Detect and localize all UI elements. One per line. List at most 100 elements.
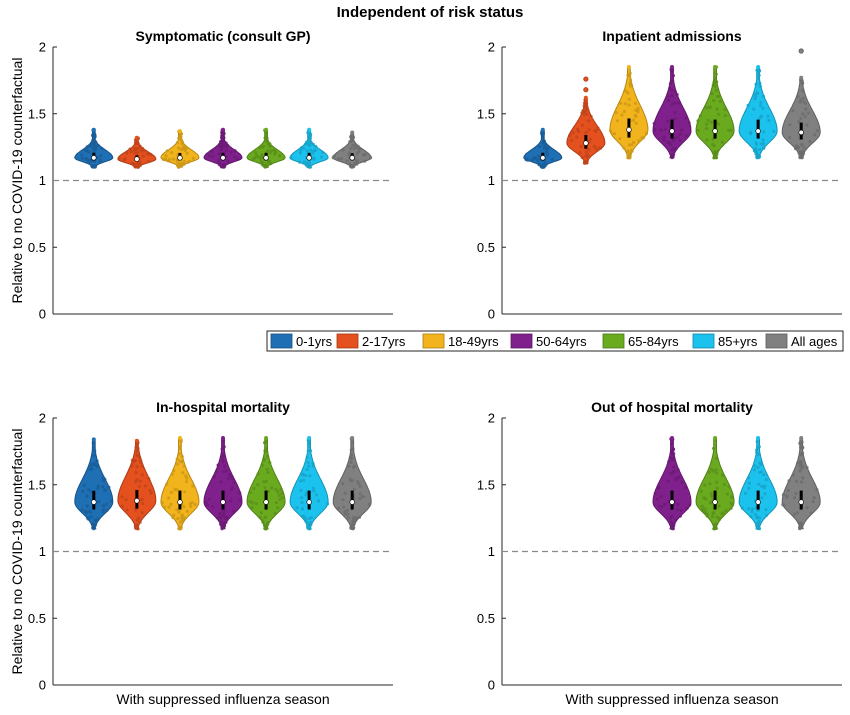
sample-point bbox=[798, 469, 802, 473]
sample-point bbox=[355, 162, 359, 166]
sample-point bbox=[250, 505, 254, 510]
sample-point bbox=[171, 157, 175, 161]
violin-65-84yrs bbox=[246, 436, 286, 531]
legend-item-18-49yrs: 18-49yrs bbox=[422, 333, 499, 349]
violin-18-49yrs bbox=[608, 65, 649, 160]
sample-point bbox=[756, 76, 761, 80]
sample-point bbox=[219, 140, 223, 144]
sample-point bbox=[535, 158, 540, 162]
sample-point bbox=[175, 488, 179, 492]
sample-point bbox=[122, 158, 126, 162]
legend-label: 2-17yrs bbox=[362, 334, 406, 349]
sample-point bbox=[671, 146, 675, 150]
sample-point bbox=[673, 89, 677, 93]
sample-point bbox=[97, 500, 101, 504]
sample-point bbox=[676, 475, 681, 480]
sample-point bbox=[615, 119, 620, 123]
sample-point bbox=[86, 516, 90, 520]
sample-point bbox=[162, 158, 166, 162]
sample-point bbox=[662, 135, 666, 139]
sample-point bbox=[581, 109, 586, 113]
sample-point bbox=[358, 147, 362, 151]
sample-point bbox=[268, 461, 272, 465]
y-tick-label: 0.5 bbox=[477, 240, 495, 255]
sample-point bbox=[137, 484, 141, 488]
sample-point bbox=[222, 163, 226, 167]
sample-point bbox=[222, 454, 226, 458]
sample-point bbox=[755, 516, 759, 520]
legend-label: 18-49yrs bbox=[448, 334, 499, 349]
violin-body bbox=[695, 437, 735, 530]
sample-point bbox=[717, 516, 722, 521]
sample-point bbox=[222, 445, 226, 449]
sample-point bbox=[346, 512, 350, 516]
median-point bbox=[349, 499, 355, 505]
sample-point bbox=[676, 502, 680, 507]
sample-point bbox=[134, 444, 139, 448]
sample-point bbox=[91, 131, 96, 136]
sample-point bbox=[101, 504, 106, 508]
sample-point bbox=[183, 148, 187, 153]
max-point bbox=[540, 127, 545, 132]
sample-point bbox=[721, 511, 726, 515]
sample-point bbox=[170, 472, 174, 476]
sample-point bbox=[276, 490, 280, 494]
sample-point bbox=[300, 507, 305, 511]
sample-point bbox=[657, 485, 661, 489]
sample-point bbox=[669, 456, 673, 460]
sample-point bbox=[764, 478, 768, 482]
sample-point bbox=[314, 493, 318, 497]
sample-point bbox=[762, 473, 766, 477]
sample-point bbox=[81, 489, 85, 493]
sample-point bbox=[185, 509, 189, 513]
sample-point bbox=[178, 132, 183, 136]
sample-point bbox=[175, 508, 179, 512]
sample-point bbox=[273, 152, 277, 156]
sample-point bbox=[798, 464, 802, 468]
max-point bbox=[264, 127, 269, 132]
sample-point bbox=[668, 86, 672, 90]
sample-point bbox=[219, 520, 223, 524]
sample-point bbox=[363, 159, 367, 163]
sample-point bbox=[767, 118, 771, 122]
sample-point bbox=[627, 143, 632, 147]
violin-2-17yrs bbox=[566, 76, 606, 165]
sample-point bbox=[309, 516, 313, 520]
sample-point bbox=[217, 159, 221, 163]
violin-50-64yrs bbox=[203, 127, 243, 169]
sample-point bbox=[628, 84, 633, 88]
max-point bbox=[307, 436, 312, 441]
legend-swatch bbox=[602, 333, 625, 349]
median-point bbox=[712, 499, 718, 505]
sample-point bbox=[91, 441, 95, 445]
sample-point bbox=[95, 155, 99, 159]
sample-point bbox=[811, 500, 815, 504]
sample-point bbox=[220, 447, 224, 451]
sample-point bbox=[608, 129, 613, 133]
sample-point bbox=[180, 455, 184, 459]
sample-point bbox=[711, 469, 715, 473]
sample-point bbox=[675, 93, 679, 97]
legend: 0-1yrs 2-17yrs 18-49yrs 50-64yrs 65-84yrs 85+… bbox=[266, 330, 844, 352]
sample-point bbox=[781, 503, 785, 507]
sample-point bbox=[367, 502, 371, 506]
violin-18-49yrs bbox=[160, 129, 200, 169]
max-point bbox=[756, 436, 761, 441]
sample-point bbox=[220, 136, 224, 140]
sample-point bbox=[184, 480, 189, 484]
sample-point bbox=[672, 101, 677, 105]
sample-point bbox=[142, 148, 146, 152]
sample-point bbox=[587, 140, 592, 144]
sample-point bbox=[588, 137, 592, 141]
sample-point bbox=[266, 149, 270, 153]
sample-point bbox=[132, 163, 136, 167]
sample-point bbox=[710, 92, 714, 96]
sample-point bbox=[308, 138, 312, 142]
sample-point bbox=[186, 160, 190, 164]
sample-point bbox=[87, 150, 91, 154]
sample-point bbox=[711, 515, 715, 519]
sample-point bbox=[358, 484, 362, 488]
sample-point bbox=[84, 157, 88, 161]
sample-point bbox=[259, 158, 263, 162]
sample-point bbox=[540, 138, 545, 142]
